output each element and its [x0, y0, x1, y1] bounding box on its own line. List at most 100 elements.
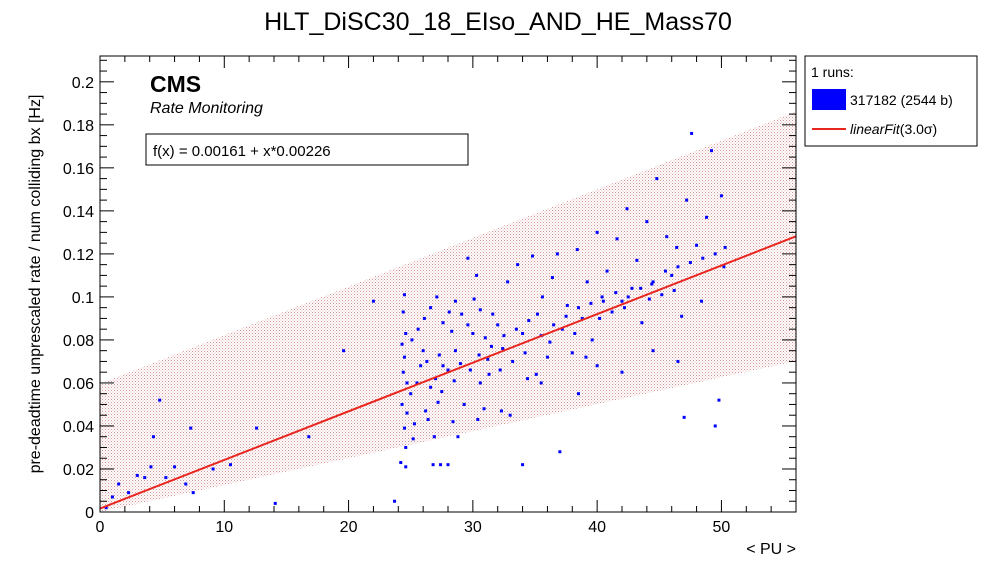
data-point — [491, 312, 495, 316]
y-axis: 0 0.02 0.04 0.06 0.08 0.1 0.12 0.14 0.16 0.18 0.2 — [63, 59, 796, 522]
data-point — [421, 349, 425, 353]
data-point — [701, 256, 705, 260]
data-point — [650, 282, 654, 286]
data-point — [564, 314, 568, 318]
data-point — [342, 349, 346, 353]
data-point — [665, 235, 669, 239]
data-point — [534, 372, 538, 376]
data-point — [531, 254, 535, 258]
data-point — [655, 177, 659, 181]
data-point — [526, 377, 530, 381]
data-point — [173, 465, 177, 469]
legend-run-label: 317182 (2544 b) — [850, 92, 953, 108]
data-point — [640, 321, 644, 325]
data-point — [476, 418, 480, 422]
data-point — [639, 286, 643, 290]
data-point — [432, 435, 436, 439]
data-point — [575, 248, 579, 252]
data-point — [535, 312, 539, 316]
data-point — [690, 131, 694, 135]
y-axis-label: pre-deadtime unprescaled rate / num coll… — [27, 95, 44, 474]
data-point — [680, 314, 684, 318]
data-point — [560, 327, 564, 331]
data-point — [685, 198, 689, 202]
data-point — [625, 207, 629, 211]
legend: 1 runs: 317182 (2544 b) linearFit(3.0σ) — [804, 55, 978, 147]
y-tick-label: 0.12 — [63, 247, 94, 264]
data-point — [555, 252, 559, 256]
data-point — [453, 299, 457, 303]
data-point — [436, 400, 440, 404]
cms-label: CMS — [150, 71, 201, 97]
data-point — [598, 316, 602, 320]
legend-fit-sigma: (3.0σ) — [900, 121, 937, 137]
data-point — [426, 418, 430, 422]
data-point — [577, 306, 580, 310]
cms-sublabel: Rate Monitoring — [150, 100, 263, 117]
data-point — [434, 377, 438, 381]
data-point — [404, 331, 408, 335]
data-point — [416, 327, 420, 331]
data-point — [127, 491, 131, 495]
data-point — [486, 357, 490, 361]
data-point — [539, 381, 543, 385]
data-point — [565, 304, 569, 308]
y-tick-label: 0.18 — [63, 118, 94, 135]
data-point — [412, 422, 416, 426]
data-point — [647, 297, 651, 301]
data-point — [441, 364, 445, 368]
data-point — [558, 450, 562, 454]
data-point — [605, 269, 609, 273]
y-tick-label: 0.2 — [72, 75, 94, 92]
data-point — [404, 445, 408, 449]
data-point — [441, 321, 445, 325]
data-point — [143, 476, 147, 480]
data-point — [419, 364, 423, 368]
data-point — [695, 243, 699, 247]
data-point — [462, 402, 466, 406]
data-point — [548, 340, 552, 344]
data-point — [600, 295, 604, 299]
data-point — [410, 338, 414, 342]
data-point — [431, 463, 435, 467]
data-point — [471, 331, 475, 335]
data-point — [456, 435, 460, 439]
x-tick-label: 40 — [588, 519, 606, 536]
data-point — [709, 149, 713, 153]
data-point — [589, 301, 593, 305]
data-point — [521, 463, 525, 467]
data-point — [435, 295, 439, 299]
data-point — [620, 370, 624, 374]
data-point — [630, 286, 634, 290]
data-point — [405, 411, 409, 415]
data-point — [429, 385, 433, 389]
y-tick-label: 0.1 — [72, 290, 94, 307]
data-point — [439, 463, 443, 467]
data-point — [545, 355, 549, 359]
data-point — [620, 299, 624, 303]
data-point — [723, 245, 727, 249]
data-point — [713, 252, 717, 256]
data-point — [229, 463, 232, 467]
data-point — [399, 461, 403, 465]
data-point — [717, 398, 721, 402]
data-point — [622, 306, 626, 310]
data-point — [135, 473, 139, 477]
data-point — [472, 297, 476, 301]
data-point — [184, 482, 188, 486]
data-point — [403, 426, 406, 430]
fit-equation-box — [145, 133, 469, 166]
data-point — [719, 194, 723, 198]
data-point — [151, 435, 155, 439]
data-point — [615, 237, 619, 241]
data-point — [415, 381, 419, 385]
data-point — [584, 355, 588, 359]
data-point — [453, 349, 457, 353]
data-point — [401, 370, 405, 374]
data-point — [149, 465, 153, 469]
data-point — [660, 293, 664, 297]
data-point — [405, 381, 409, 385]
data-point — [450, 329, 454, 333]
data-point — [585, 280, 589, 284]
data-point — [700, 299, 704, 303]
